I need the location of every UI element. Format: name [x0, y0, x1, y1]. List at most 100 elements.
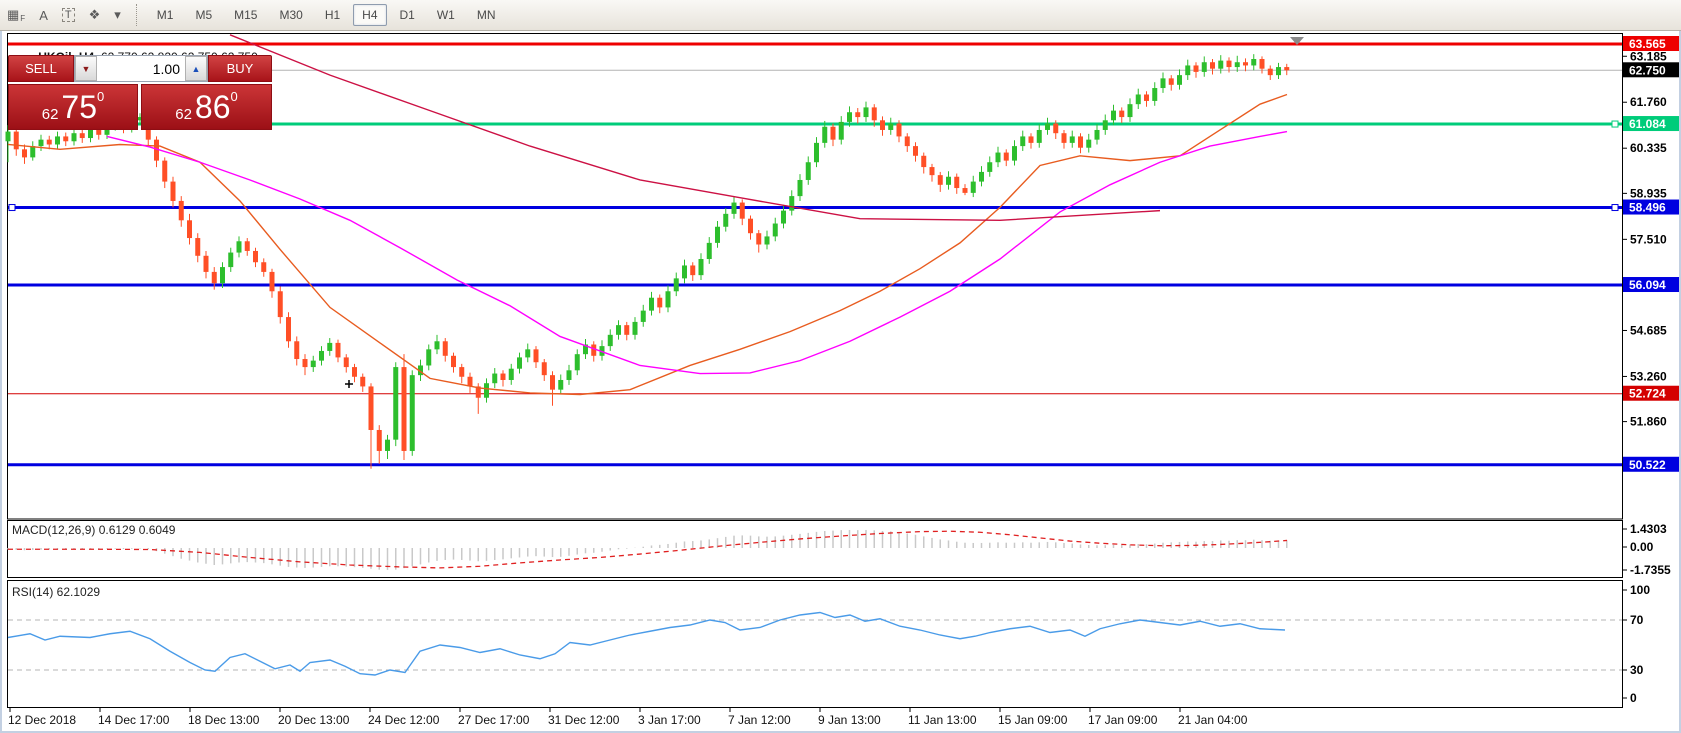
line-handle[interactable] — [1611, 120, 1619, 128]
candle-body — [244, 241, 250, 251]
price-axis[interactable]: 63.185 61.760 60.335 58.935 57.510 54.685 53.2… — [1622, 49, 1667, 429]
one-click-trade-panel: SELL ▼ ▲ BUY 62 75 0 62 86 0 — [8, 55, 272, 130]
candle-body — [1078, 136, 1083, 148]
tf-button-m15[interactable]: M15 — [234, 8, 258, 22]
candle-body — [302, 359, 308, 368]
tf-button-w1[interactable]: W1 — [436, 8, 455, 22]
candle-body — [211, 271, 217, 284]
time-label: 31 Dec 12:00 — [548, 713, 620, 727]
candle-body — [673, 278, 679, 292]
text-label-icon[interactable]: A — [39, 7, 48, 23]
candle-body — [1119, 110, 1125, 118]
arrow-objects-icon[interactable]: ❖ — [88, 7, 101, 22]
tf-button-m5[interactable]: M5 — [195, 8, 213, 22]
top-toolbar: ▦ F A T ❖ ▾ M1 M5 M15 M30 H1 H4 D1 W1 MN — [0, 0, 1681, 31]
candle-body — [286, 317, 291, 342]
chart-shift-triangle[interactable] — [1290, 37, 1304, 45]
candle-body — [426, 349, 432, 366]
volume-input[interactable] — [97, 56, 185, 81]
candle-body — [228, 252, 234, 268]
candle-body — [343, 357, 349, 368]
rsi-line — [7, 611, 1286, 676]
candle-body — [46, 139, 52, 145]
candle-body — [484, 383, 489, 398]
time-label: 12 Dec 2018 — [8, 713, 76, 727]
text-box-icon[interactable]: T — [61, 8, 75, 22]
sell-button[interactable]: SELL — [8, 55, 74, 82]
candle-body — [871, 107, 877, 121]
candle-body — [690, 265, 696, 276]
tf-button-h1[interactable]: H1 — [324, 8, 341, 22]
chart-canvas[interactable]: 63.185 61.760 60.335 58.935 57.510 54.685 53.2… — [0, 31, 1681, 733]
dotted-grid-f-icon[interactable]: ▦ F — [7, 7, 26, 23]
candle-body — [30, 146, 36, 158]
candle-body — [649, 297, 654, 311]
buy-price-big: 86 — [194, 89, 231, 125]
line-handle[interactable] — [8, 204, 16, 212]
candle-body — [1086, 139, 1092, 148]
price-tick-label: 61.760 — [1630, 95, 1667, 109]
candle-body — [203, 255, 209, 272]
candle-body — [55, 136, 60, 145]
candle-body — [277, 291, 283, 318]
volume-increase-button[interactable]: ▲ — [185, 56, 207, 81]
volume-decrease-button[interactable]: ▼ — [75, 56, 97, 81]
time-label: 20 Dec 13:00 — [278, 713, 350, 727]
cross-marker — [345, 380, 353, 388]
candle-body — [962, 188, 968, 193]
candle-body — [178, 200, 184, 221]
candle-body — [822, 126, 828, 143]
candle-body — [1012, 146, 1017, 161]
sell-price-display[interactable]: 62 75 0 — [8, 84, 138, 130]
candle-body — [863, 107, 869, 118]
candle-body — [154, 139, 159, 161]
macd-axis-label: 1.4303 — [1630, 522, 1667, 536]
candle-body — [929, 167, 935, 176]
time-axis[interactable]: 12 Dec 2018 14 Dec 17:00 18 Dec 13:00 20 De… — [8, 708, 1248, 727]
tf-button-mn[interactable]: MN — [476, 8, 496, 22]
candle-body — [327, 342, 333, 351]
line-handle[interactable] — [1611, 204, 1619, 212]
time-label: 3 Jan 17:00 — [638, 713, 701, 727]
level-badge-label: 61.084 — [1629, 117, 1666, 131]
level-badge-label: 52.724 — [1629, 387, 1666, 401]
candle-body — [855, 112, 861, 118]
candle-body — [830, 126, 836, 140]
candle-body — [723, 213, 729, 227]
candle-body — [979, 171, 984, 182]
candle-body — [797, 179, 803, 197]
buy-button[interactable]: BUY — [208, 55, 272, 82]
dropdown-caret-icon[interactable]: ▾ — [114, 7, 121, 22]
tf-button-h4[interactable]: H4 — [353, 4, 387, 26]
candle-body — [946, 176, 951, 185]
time-label: 15 Jan 09:00 — [998, 713, 1068, 727]
candle-body — [269, 271, 275, 292]
tf-button-m1[interactable]: M1 — [156, 8, 174, 22]
candle-body — [508, 368, 514, 380]
time-label: 7 Jan 12:00 — [728, 713, 791, 727]
slow-ma-line — [106, 130, 1288, 375]
candle-body — [104, 126, 110, 135]
candle-body — [764, 236, 770, 245]
level-badge-label: 56.094 — [1629, 278, 1666, 292]
candle-body — [1234, 62, 1240, 68]
rsi-layer: RSI(14) 62.1029 100 70 30 0 — [7, 583, 1650, 705]
candle-body — [1185, 65, 1191, 76]
macd-label: MACD(12,26,9) 0.6129 0.6049 — [12, 523, 176, 537]
candle-body — [1251, 59, 1257, 66]
candle-body — [1276, 67, 1281, 76]
price-tick-label: 63.185 — [1630, 49, 1667, 63]
window-right-edge[interactable] — [1679, 31, 1681, 733]
candle-body — [880, 120, 885, 130]
candle-body — [805, 162, 811, 180]
candle-body — [376, 429, 382, 451]
candle-body — [995, 152, 1001, 163]
rsi-label: RSI(14) 62.1029 — [12, 585, 100, 599]
macd-signal-line — [8, 530, 1288, 569]
tf-button-m30[interactable]: M30 — [279, 8, 303, 22]
buy-price-display[interactable]: 62 86 0 — [141, 84, 272, 130]
tf-button-d1[interactable]: D1 — [399, 8, 415, 22]
candle-body — [1003, 152, 1009, 161]
candle-body — [937, 175, 943, 185]
